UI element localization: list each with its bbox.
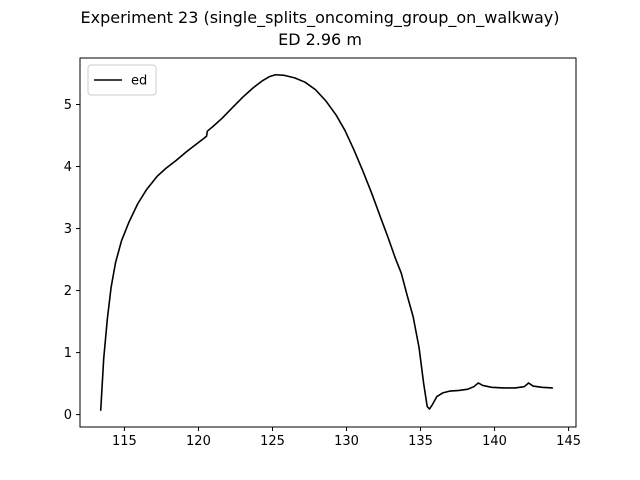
y-tick-label: 2 — [64, 284, 72, 299]
series-line-ed — [99, 73, 554, 412]
y-axis: 0 1 2 3 4 5 — [64, 98, 80, 423]
x-tick-label: 130 — [334, 434, 359, 449]
x-tick-label: 120 — [186, 434, 211, 449]
x-tick-label: 145 — [556, 434, 581, 449]
x-tick-label: 115 — [112, 434, 137, 449]
chart-subtitle: ED 2.96 m — [278, 30, 362, 49]
x-tick-label: 125 — [260, 434, 285, 449]
x-tick-label: 135 — [408, 434, 433, 449]
chart-title: Experiment 23 (single_splits_oncoming_gr… — [80, 8, 560, 27]
y-tick-label: 5 — [64, 98, 72, 113]
y-tick-label: 3 — [64, 222, 72, 237]
y-tick-label: 4 — [64, 160, 72, 175]
y-tick-label: 0 — [64, 408, 72, 423]
legend-label: ed — [131, 74, 147, 89]
x-tick-label: 140 — [482, 434, 507, 449]
legend: ed — [87, 64, 157, 96]
y-tick-label: 1 — [64, 346, 72, 361]
plot-frame — [79, 57, 577, 428]
x-axis: 115 120 125 130 135 140 145 — [112, 427, 581, 449]
